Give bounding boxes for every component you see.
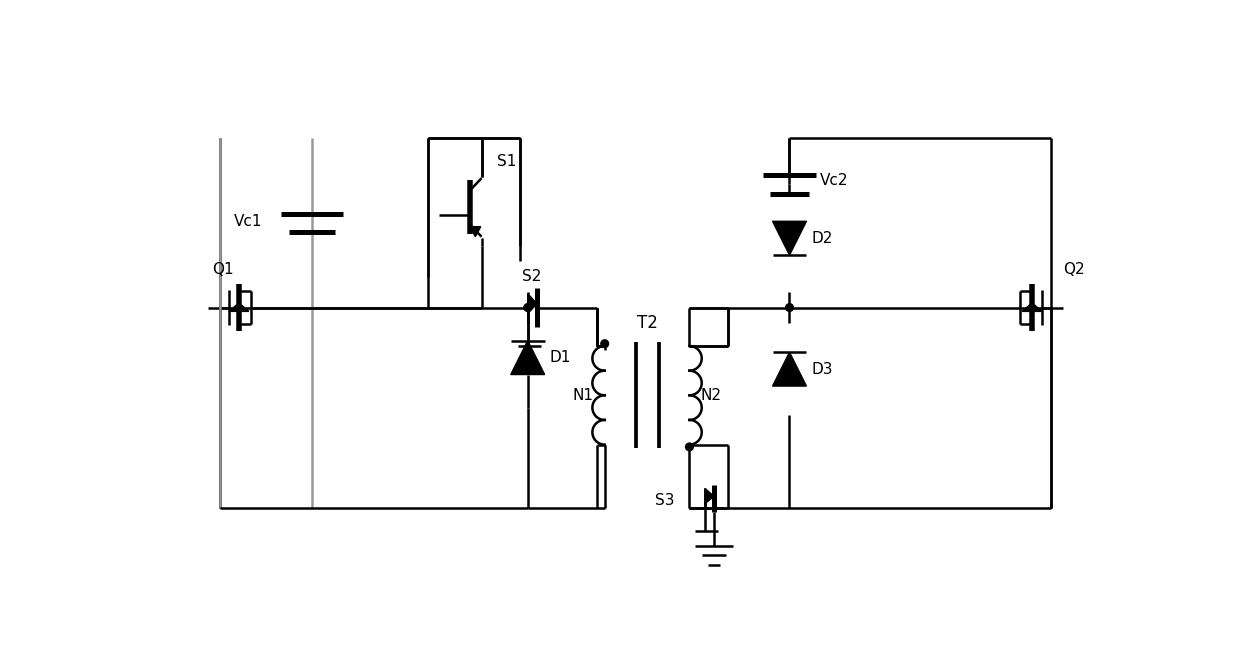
Text: D2: D2 (811, 231, 832, 246)
Text: Vc2: Vc2 (821, 173, 849, 188)
Text: N1: N1 (572, 388, 593, 403)
Polygon shape (528, 294, 537, 313)
Polygon shape (704, 489, 714, 504)
Polygon shape (470, 227, 481, 237)
Text: S1: S1 (497, 154, 516, 169)
Polygon shape (1022, 303, 1042, 311)
Text: S2: S2 (522, 269, 541, 284)
Text: D3: D3 (811, 361, 832, 376)
Circle shape (786, 304, 794, 311)
Text: D1: D1 (549, 350, 570, 365)
Polygon shape (773, 352, 806, 386)
Text: Vc1: Vc1 (233, 214, 262, 229)
Text: N2: N2 (701, 388, 722, 403)
Polygon shape (229, 303, 249, 311)
Text: Q1: Q1 (212, 261, 233, 277)
Polygon shape (773, 221, 806, 255)
Circle shape (523, 304, 532, 311)
Text: S3: S3 (655, 493, 675, 507)
Circle shape (686, 443, 693, 451)
Polygon shape (511, 340, 544, 374)
Circle shape (601, 340, 609, 348)
Text: Q2: Q2 (1063, 261, 1085, 277)
Text: T2: T2 (636, 314, 657, 332)
